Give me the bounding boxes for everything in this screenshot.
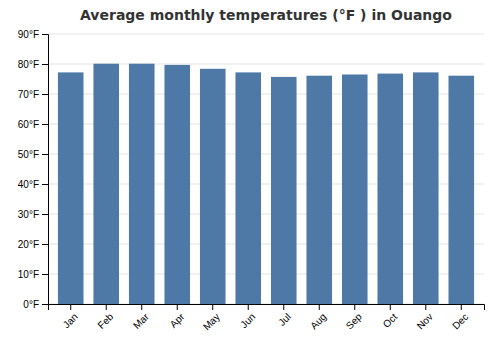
bar <box>413 72 439 304</box>
tick-mark <box>42 244 48 245</box>
tick-mark <box>42 184 48 185</box>
tick-label: 70°F <box>18 89 39 100</box>
bar <box>164 65 190 304</box>
bar <box>306 76 332 304</box>
tick-mark <box>42 274 48 275</box>
tick-mark <box>42 94 48 95</box>
tick-mark <box>248 304 249 310</box>
tick-label: Jan <box>61 311 80 330</box>
tick-label: Nov <box>415 311 435 331</box>
tick-label: 0°F <box>23 299 39 310</box>
y-axis: 0°F 10°F 20°F 30°F 40°F 50°F 60°F 70°F 80°F 90°F <box>18 29 49 310</box>
tick-label: Jul <box>276 311 293 328</box>
axis-line <box>49 305 485 311</box>
tick: Feb <box>95 304 115 331</box>
tick-mark <box>42 64 48 65</box>
bar <box>448 76 474 304</box>
bar <box>129 64 155 304</box>
tick-mark <box>42 304 48 305</box>
tick-mark <box>141 304 142 310</box>
tick-mark <box>42 214 48 215</box>
tick-mark <box>390 304 391 310</box>
tick-label: Feb <box>95 311 115 331</box>
tick-label: 60°F <box>18 119 39 130</box>
tick: Aug <box>308 304 328 331</box>
bars <box>58 64 474 304</box>
tick: 20°F <box>18 239 48 250</box>
tick: 30°F <box>18 209 48 220</box>
tick-label: Dec <box>450 311 470 331</box>
axis-line <box>42 35 49 305</box>
grid-line <box>48 34 484 35</box>
grid <box>48 34 484 304</box>
bar <box>93 64 119 304</box>
tick: 40°F <box>18 179 48 190</box>
tick-mark <box>42 34 48 35</box>
tick-mark <box>283 304 284 310</box>
tick: 50°F <box>18 149 48 160</box>
tick-label: Oct <box>381 311 400 330</box>
tick: Sep <box>344 304 365 331</box>
bar <box>235 72 261 304</box>
tick-mark <box>177 304 178 310</box>
tick: 0°F <box>23 299 48 310</box>
tick-label: May <box>201 311 222 332</box>
tick-label: 30°F <box>18 209 39 220</box>
tick-mark <box>461 304 462 310</box>
tick-mark <box>354 304 355 310</box>
tick-mark <box>42 154 48 155</box>
tick-mark <box>70 304 71 310</box>
title: Average monthly temperatures (°F ) in Ou… <box>80 7 452 23</box>
tick: Nov <box>415 304 435 331</box>
tick: 10°F <box>18 269 48 280</box>
tick-label: Apr <box>168 311 187 330</box>
tick: 60°F <box>18 119 48 130</box>
chart: 0°F 10°F 20°F 30°F 40°F 50°F 60°F 70°F 80°F 90°F J… <box>0 0 500 350</box>
tick-label: Jun <box>238 311 257 330</box>
tick: Jun <box>238 304 257 330</box>
tick: 70°F <box>18 89 48 100</box>
tick-label: Sep <box>344 311 365 332</box>
bar <box>271 77 297 304</box>
plot: 0°F 10°F 20°F 30°F 40°F 50°F 60°F 70°F 80°F 90°F J… <box>18 29 485 333</box>
tick: 80°F <box>18 59 48 70</box>
tick-label: 40°F <box>18 179 39 190</box>
x-axis: Jan Feb Mar Apr May Jun Jul Aug Sep Oct Nov Dec <box>49 304 485 332</box>
tick: May <box>201 304 222 332</box>
tick-mark <box>425 304 426 310</box>
tick-label: 90°F <box>18 29 39 40</box>
tick-mark <box>212 304 213 310</box>
bar <box>58 72 84 304</box>
tick-mark <box>319 304 320 310</box>
tick: Jul <box>276 304 293 328</box>
tick-label: 10°F <box>18 269 39 280</box>
tick: Mar <box>131 304 151 331</box>
tick-label: 20°F <box>18 239 39 250</box>
tick-label: 50°F <box>18 149 39 160</box>
tick: Jan <box>61 304 80 330</box>
tick: Apr <box>168 304 187 330</box>
tick-label: 80°F <box>18 59 39 70</box>
tick: 90°F <box>18 29 48 40</box>
bar <box>200 69 226 304</box>
tick-mark <box>42 124 48 125</box>
tick-mark <box>106 304 107 310</box>
tick: Dec <box>450 304 470 331</box>
tick-label: Mar <box>131 311 151 331</box>
tick-label: Aug <box>308 311 328 331</box>
tick: Oct <box>381 304 400 330</box>
bar <box>377 74 403 304</box>
bar <box>342 75 368 305</box>
